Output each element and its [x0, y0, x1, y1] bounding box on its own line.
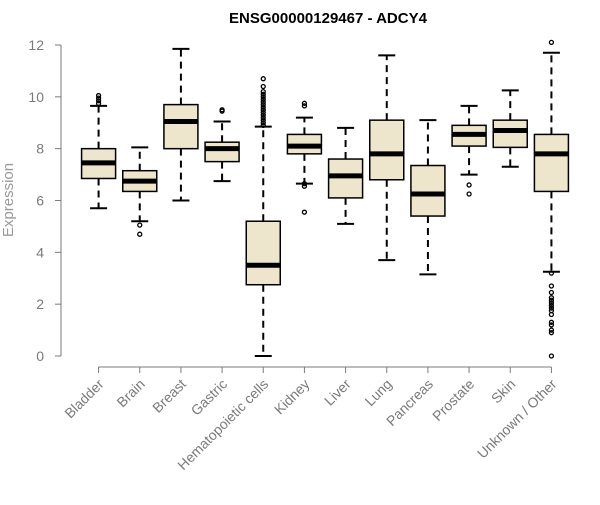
outlier-point — [548, 270, 555, 276]
outlier-point — [219, 107, 225, 113]
outlier-point — [95, 95, 102, 101]
outlier-point — [260, 109, 266, 116]
x-tick-label: Skin — [488, 376, 519, 407]
x-tick-label: Liver — [321, 376, 354, 409]
x-tick-label: Breast — [149, 376, 189, 416]
box-hematopoietic-cells — [245, 76, 281, 357]
box-brain — [122, 146, 158, 237]
outlier-point — [260, 107, 266, 113]
iqr-box — [245, 220, 281, 286]
x-tick-label: Bladder — [61, 376, 107, 422]
outlier-point — [548, 295, 555, 301]
outlier-point — [260, 112, 266, 118]
outlier-point — [95, 92, 102, 99]
outlier-point — [548, 311, 555, 318]
outlier-point — [260, 83, 266, 90]
y-tick-label: 10 — [28, 89, 44, 105]
outlier-point — [548, 302, 555, 309]
outlier-point — [548, 297, 555, 303]
outlier-point — [548, 289, 555, 296]
x-tick-label: Prostate — [429, 376, 477, 424]
x-tick-label: Brain — [113, 376, 147, 410]
outlier-point — [260, 76, 266, 82]
box-gastric — [204, 107, 240, 183]
y-axis-label: Expression — [0, 163, 17, 237]
outlier-point — [548, 283, 555, 289]
y-tick-label: 4 — [36, 244, 44, 260]
outlier-point — [548, 353, 555, 359]
boxes-group — [80, 39, 570, 359]
outlier-point — [548, 305, 555, 311]
iqr-box — [204, 141, 240, 163]
box-lung — [369, 54, 405, 262]
x-tick-label: Kidney — [271, 376, 313, 418]
outlier-point — [260, 91, 266, 97]
box-kidney — [286, 100, 323, 215]
iqr-box — [533, 133, 570, 193]
outlier-point — [260, 104, 266, 110]
outlier-point — [260, 94, 266, 100]
outlier-point — [260, 96, 266, 103]
y-tick-label: 2 — [36, 296, 44, 312]
outlier-point — [260, 99, 266, 105]
outlier-point — [137, 231, 143, 237]
box-prostate — [451, 104, 487, 197]
outlier-point — [301, 103, 308, 109]
box-pancreas — [410, 119, 446, 276]
outlier-point — [137, 222, 143, 228]
outlier-point — [301, 183, 308, 189]
y-tick-label: 12 — [28, 37, 44, 53]
box-bladder — [80, 92, 117, 210]
iqr-box — [369, 119, 405, 181]
y-axis: 0 2 4 6 8 10 12 — [28, 37, 62, 364]
box-liver — [327, 126, 364, 225]
outlier-point — [301, 100, 308, 106]
outlier-point — [301, 209, 308, 215]
iqr-box — [410, 164, 446, 217]
outlier-point — [301, 181, 308, 187]
iqr-box — [163, 103, 199, 150]
outlier-point — [260, 117, 266, 123]
outlier-point — [95, 98, 102, 104]
outlier-point — [260, 89, 266, 95]
outlier-point — [260, 122, 266, 128]
outlier-point — [548, 300, 555, 306]
outlier-point — [466, 182, 472, 188]
y-tick-label: 8 — [36, 141, 44, 157]
outlier-point — [260, 120, 266, 126]
outlier-point — [548, 322, 555, 328]
box-unknown-other — [533, 39, 570, 359]
box-breast — [163, 47, 199, 202]
y-tick-label: 0 — [36, 348, 44, 364]
chart-title: ENSG00000129467 - ADCY4 — [229, 10, 428, 27]
y-tick-label: 6 — [36, 193, 44, 209]
outlier-point — [466, 191, 472, 197]
outlier-point — [95, 100, 102, 106]
iqr-box — [327, 158, 364, 199]
outlier-point — [260, 114, 266, 121]
x-tick-label: Lung — [362, 376, 395, 409]
box-skin — [492, 89, 528, 168]
iqr-box — [492, 119, 528, 149]
outlier-point — [260, 101, 266, 108]
outlier-point — [548, 319, 555, 325]
outlier-point — [548, 39, 555, 46]
outlier-point — [548, 327, 555, 333]
outlier-point — [548, 330, 555, 336]
